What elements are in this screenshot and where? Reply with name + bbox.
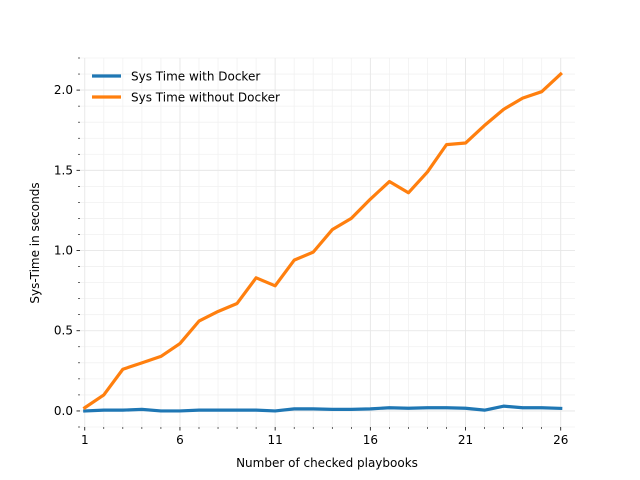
- x-tick-label: 21: [458, 433, 473, 447]
- x-tick-label: 16: [363, 433, 378, 447]
- grid: [80, 57, 575, 428]
- x-tick-label: 11: [268, 433, 283, 447]
- y-tick-label: 2.0: [54, 83, 73, 97]
- x-tick-label: 26: [553, 433, 568, 447]
- y-tick-label: 1.0: [54, 244, 73, 258]
- y-tick-label: 0.0: [54, 404, 73, 418]
- axes: 1 6 11 16 21 260.00.51.01.52.0: [54, 57, 568, 447]
- legend-label-1: Sys Time with Docker: [131, 70, 260, 84]
- x-axis-label: Number of checked playbooks: [236, 456, 418, 470]
- y-tick-label: 0.5: [54, 324, 73, 338]
- x-tick-label: 6: [176, 433, 184, 447]
- x-tick-label: 1: [81, 433, 89, 447]
- legend-label-2: Sys Time without Docker: [131, 91, 280, 105]
- series-layer: [82, 71, 563, 413]
- y-axis-label: Sys-Time in seconds: [28, 182, 42, 303]
- y-tick-label: 1.5: [54, 163, 73, 177]
- series-line-2: [82, 71, 563, 410]
- series-line-1: [83, 404, 563, 413]
- legend: Sys Time with Docker Sys Time without Doc…: [92, 70, 280, 105]
